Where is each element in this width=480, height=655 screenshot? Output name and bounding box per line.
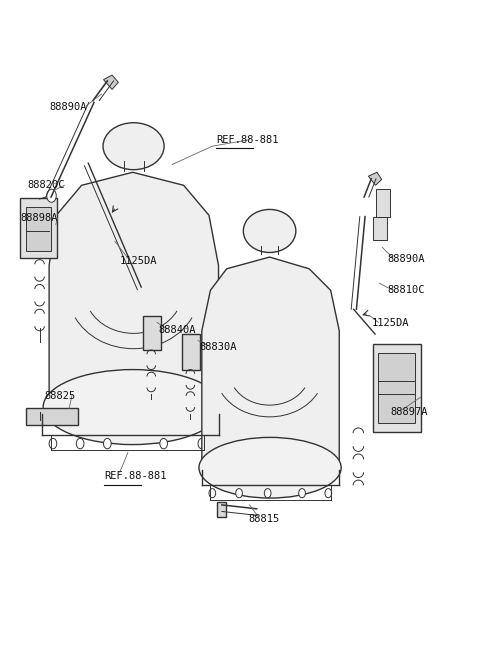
FancyBboxPatch shape [372, 345, 421, 432]
Text: 88890A: 88890A [387, 254, 424, 264]
Text: 88825: 88825 [44, 391, 75, 401]
Text: 1125DA: 1125DA [371, 318, 409, 328]
Polygon shape [368, 172, 382, 185]
Circle shape [160, 438, 168, 449]
Circle shape [209, 489, 216, 498]
Ellipse shape [103, 122, 164, 170]
Circle shape [49, 438, 57, 449]
Circle shape [76, 438, 84, 449]
Polygon shape [49, 172, 218, 409]
Circle shape [264, 489, 271, 498]
Circle shape [198, 438, 205, 449]
Text: 88897A: 88897A [390, 407, 428, 417]
Polygon shape [202, 257, 339, 470]
FancyBboxPatch shape [143, 316, 161, 350]
Circle shape [236, 489, 242, 498]
FancyBboxPatch shape [373, 217, 387, 240]
Ellipse shape [43, 369, 222, 445]
Text: 88820C: 88820C [28, 180, 65, 191]
Circle shape [325, 489, 332, 498]
FancyBboxPatch shape [26, 407, 78, 424]
FancyBboxPatch shape [21, 198, 57, 258]
Text: 88840A: 88840A [158, 325, 195, 335]
Ellipse shape [47, 189, 56, 202]
Circle shape [104, 438, 111, 449]
FancyBboxPatch shape [376, 189, 390, 217]
Text: 1125DA: 1125DA [120, 256, 157, 266]
Text: REF.88-881: REF.88-881 [104, 471, 167, 481]
FancyBboxPatch shape [216, 502, 226, 517]
Text: 88898A: 88898A [21, 213, 58, 223]
Text: 88890A: 88890A [49, 102, 86, 112]
Text: 88815: 88815 [249, 514, 280, 524]
FancyBboxPatch shape [378, 353, 415, 423]
FancyBboxPatch shape [26, 208, 50, 251]
Circle shape [299, 489, 305, 498]
Ellipse shape [243, 210, 296, 252]
Text: 88810C: 88810C [387, 286, 424, 295]
Text: REF.88-881: REF.88-881 [216, 135, 278, 145]
FancyBboxPatch shape [182, 334, 200, 370]
Polygon shape [104, 75, 118, 90]
Ellipse shape [199, 438, 341, 498]
Text: 88830A: 88830A [199, 342, 237, 352]
